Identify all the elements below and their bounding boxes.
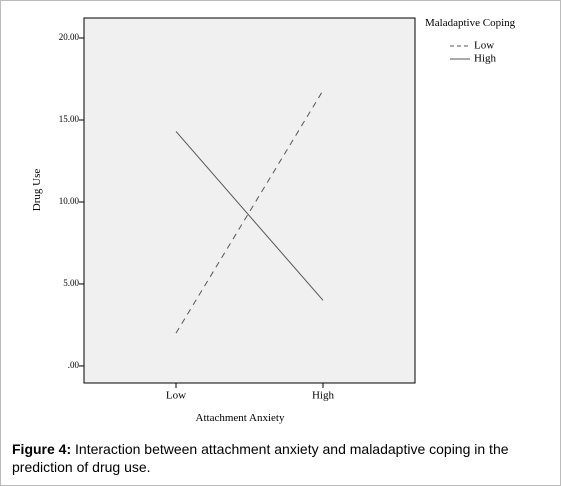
series-line — [175, 90, 324, 334]
legend-title: Maladaptive Coping — [425, 17, 516, 29]
y-tick-label: 10.00 — [59, 196, 80, 206]
y-tick-label: .00 — [68, 360, 80, 370]
x-tick-label: Low — [166, 390, 186, 402]
legend-label: High — [474, 53, 497, 65]
y-tick-label: 15.00 — [59, 114, 80, 124]
y-axis-label: Drug Use — [31, 169, 43, 212]
caption-text: Interaction between attachment anxiety a… — [12, 441, 509, 475]
caption: Figure 4: Interaction between attachment… — [12, 440, 552, 476]
plot-area — [83, 17, 416, 384]
legend-label: Low — [474, 40, 494, 52]
y-tick-label: 5.00 — [63, 278, 79, 288]
caption-label: Figure 4: — [12, 441, 72, 457]
x-axis-label: Attachment Anxiety — [196, 412, 285, 424]
x-tick-label: High — [312, 390, 335, 402]
series-line — [175, 131, 324, 301]
y-tick-label: 20.00 — [59, 32, 80, 42]
